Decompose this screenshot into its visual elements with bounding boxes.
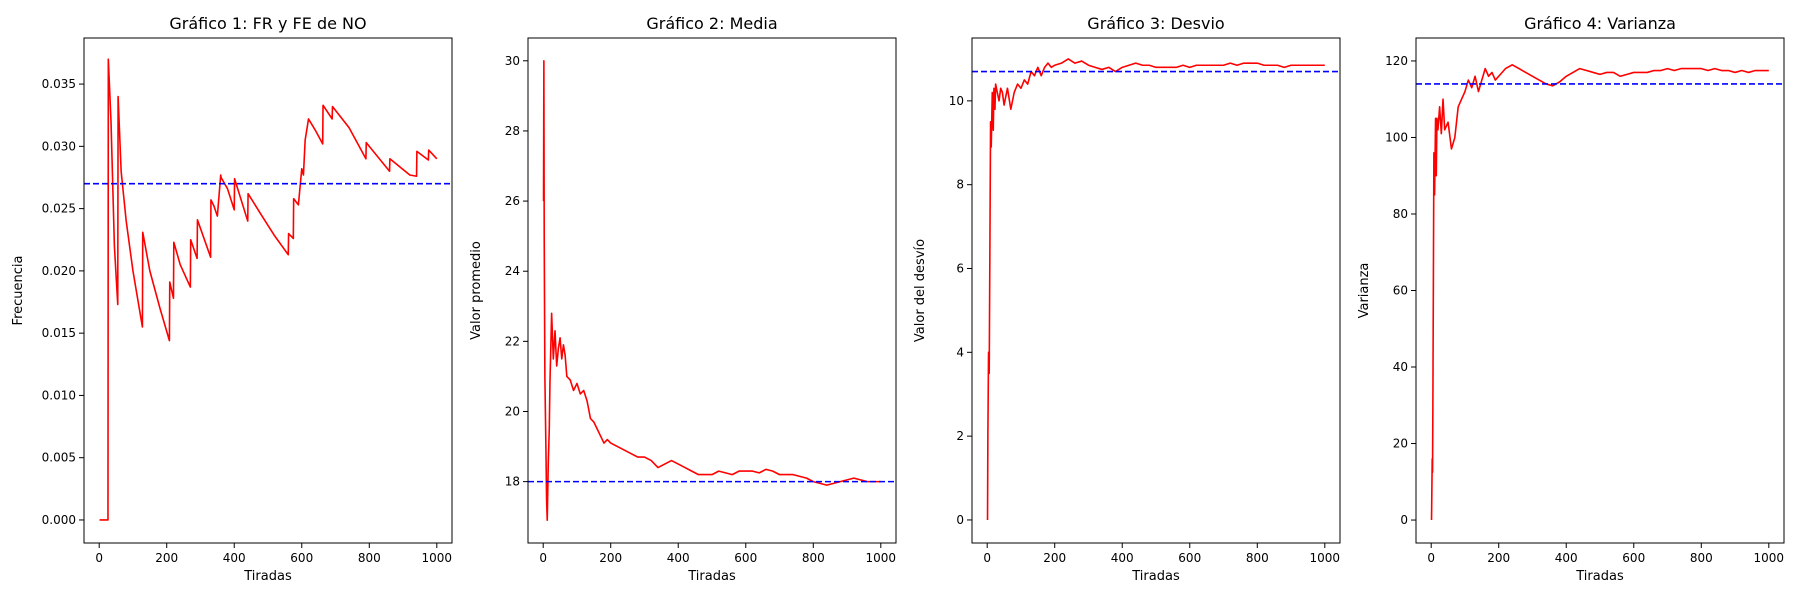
y-tick-label: 0.000: [42, 513, 76, 527]
x-tick-label: 0: [983, 551, 991, 565]
plot-frame: [971, 37, 1341, 544]
y-tick-label: 6: [956, 261, 964, 275]
chart-panel-2: Gráfico 2: Media 0 200 400 600 800 1000 18 20 22 2…: [469, 14, 897, 584]
y-tick-label: 24: [505, 264, 520, 278]
chart-panel-3: Gráfico 3: Desvio 0 200 400 600 800 1000 0 2 4 6 8 1…: [913, 14, 1341, 584]
y-tick-label: 0.035: [42, 77, 76, 91]
x-tick-label: 400: [1555, 551, 1578, 565]
x-tick-label: 600: [1622, 551, 1645, 565]
chart-title: Gráfico 1: FR y FE de NO: [169, 14, 366, 33]
x-tick-label: 200: [1487, 551, 1510, 565]
y-axis-label: Frecuencia: [11, 256, 26, 326]
x-tick-label: 800: [358, 551, 381, 565]
series-line-0: [99, 58, 438, 521]
y-tick-label: 8: [956, 178, 964, 192]
chart-title: Gráfico 3: Desvio: [1087, 14, 1224, 33]
chart-panel-4: Gráfico 4: Varianza 0 200 400 600 800 1000 0 20 4…: [1357, 14, 1785, 584]
y-tick-label: 0.005: [42, 451, 76, 465]
y-tick-label: 0.025: [42, 202, 76, 216]
series-line-0: [542, 59, 881, 522]
plot-frame: [83, 37, 453, 544]
y-tick-label: 40: [1393, 360, 1408, 374]
y-tick-label: 60: [1393, 284, 1408, 298]
y-tick-label: 0.010: [42, 388, 76, 402]
x-tick-label: 800: [802, 551, 825, 565]
x-tick-label: 200: [1043, 551, 1066, 565]
chart-panel-1: Gráfico 1: FR y FE de NO 0 200 400 600 800 100…: [11, 14, 453, 584]
y-tick-label: 0.030: [42, 139, 76, 153]
x-tick-label: 800: [1246, 551, 1269, 565]
y-tick-label: 22: [505, 334, 520, 348]
x-tick-label: 0: [539, 551, 547, 565]
y-tick-label: 0.020: [42, 264, 76, 278]
x-tick-label: 800: [1690, 551, 1713, 565]
y-tick-label: 20: [1393, 437, 1408, 451]
x-tick-label: 600: [290, 551, 313, 565]
x-tick-label: 400: [667, 551, 690, 565]
y-tick-label: 2: [956, 429, 964, 443]
x-axis-label: Tiradas: [1131, 569, 1180, 584]
y-tick-label: 80: [1393, 207, 1408, 221]
x-tick-label: 200: [599, 551, 622, 565]
x-axis-label: Tiradas: [687, 569, 736, 584]
y-axis-label: Varianza: [1357, 263, 1372, 319]
y-tick-label: 28: [505, 124, 520, 138]
x-tick-label: 400: [1111, 551, 1134, 565]
y-axis-label: Valor del desvío: [913, 239, 928, 342]
series-line-0: [986, 58, 1325, 520]
x-tick-label: 400: [223, 551, 246, 565]
x-tick-label: 200: [155, 551, 178, 565]
x-tick-label: 1000: [1754, 551, 1785, 565]
x-axis-label: Tiradas: [1575, 569, 1624, 584]
series-line-0: [1430, 63, 1769, 521]
x-tick-label: 600: [734, 551, 757, 565]
y-tick-label: 4: [956, 345, 964, 359]
x-tick-label: 1000: [866, 551, 897, 565]
x-tick-label: 0: [1427, 551, 1435, 565]
y-tick-label: 26: [505, 194, 520, 208]
x-tick-label: 600: [1178, 551, 1201, 565]
plot-frame: [1415, 37, 1785, 544]
y-tick-label: 0: [1400, 513, 1408, 527]
chart-title: Gráfico 4: Varianza: [1524, 14, 1676, 33]
y-tick-label: 18: [505, 475, 520, 489]
y-tick-label: 20: [505, 404, 520, 418]
y-tick-label: 30: [505, 54, 520, 68]
y-tick-label: 10: [949, 94, 964, 108]
x-tick-label: 1000: [1310, 551, 1341, 565]
x-axis-label: Tiradas: [243, 569, 292, 584]
y-tick-label: 0: [956, 513, 964, 527]
x-tick-label: 1000: [422, 551, 453, 565]
y-axis-label: Valor promedio: [469, 241, 484, 340]
y-tick-label: 120: [1385, 54, 1408, 68]
chart-title: Gráfico 2: Media: [646, 14, 777, 33]
x-tick-label: 0: [95, 551, 103, 565]
plot-frame: [527, 37, 897, 544]
y-tick-label: 100: [1385, 130, 1408, 144]
y-tick-label: 0.015: [42, 326, 76, 340]
